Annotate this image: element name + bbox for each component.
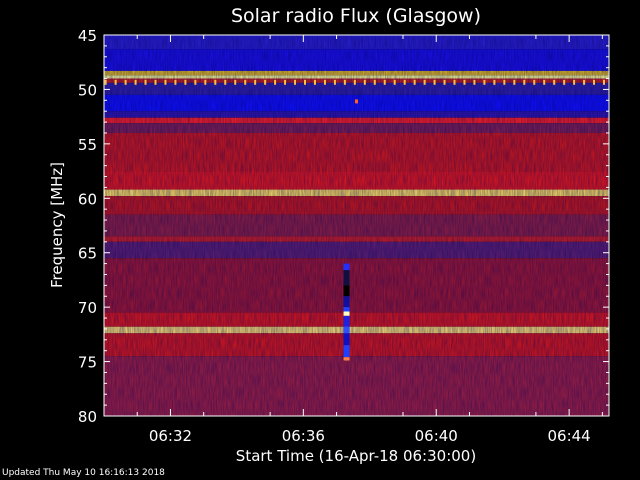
y-tick-label-5: 70 xyxy=(78,299,97,317)
marker-7 xyxy=(174,79,177,85)
plot-frame xyxy=(103,34,610,417)
marker-42 xyxy=(523,79,526,85)
plot-area xyxy=(104,35,609,416)
marker-16 xyxy=(264,79,267,85)
marker-6 xyxy=(164,79,167,85)
marker-27 xyxy=(373,79,376,85)
marker-17 xyxy=(274,79,277,85)
marker-48 xyxy=(583,79,586,85)
marker-24 xyxy=(343,79,346,85)
marker-21 xyxy=(313,79,316,85)
burst-segment-5 xyxy=(343,311,350,316)
marker-23 xyxy=(333,79,336,85)
marker-10 xyxy=(204,79,207,85)
marker-49 xyxy=(593,79,596,85)
burst-segment-4 xyxy=(343,307,350,312)
y-tick-label-3: 60 xyxy=(78,190,97,208)
updated-timestamp: Updated Thu May 10 16:16:13 2018 xyxy=(2,468,165,478)
marker-20 xyxy=(304,79,307,85)
y-tick-label-4: 65 xyxy=(78,245,97,263)
marker-46 xyxy=(563,79,566,85)
burst-segment-0 xyxy=(343,263,350,271)
marker-29 xyxy=(393,79,396,85)
noise-texture xyxy=(104,35,609,416)
marker-11 xyxy=(214,79,217,85)
x-tick-label-1: 06:36 xyxy=(282,427,325,445)
marker-36 xyxy=(463,79,466,85)
y-tick-label-1: 50 xyxy=(78,81,97,99)
marker-18 xyxy=(284,79,287,85)
marker-35 xyxy=(453,79,456,85)
marker-34 xyxy=(443,79,446,85)
y-tick-label-7: 80 xyxy=(78,408,97,426)
marker-3 xyxy=(134,79,137,85)
marker-38 xyxy=(483,79,486,85)
marker-19 xyxy=(294,79,297,85)
marker-28 xyxy=(383,79,386,85)
marker-43 xyxy=(533,79,536,85)
marker-45 xyxy=(553,79,556,85)
marker-39 xyxy=(493,79,496,85)
burst-segment-3 xyxy=(343,296,350,308)
y-tick-label-0: 45 xyxy=(78,27,97,45)
marker-5 xyxy=(154,79,157,85)
y-tick-label-2: 55 xyxy=(78,136,97,154)
marker-47 xyxy=(573,79,576,85)
chart-title: Solar radio Flux (Glasgow) xyxy=(231,5,481,27)
burst-segment-10 xyxy=(343,357,350,361)
burst-segment-2 xyxy=(343,285,350,297)
marker-2 xyxy=(124,79,127,85)
burst-segment-6 xyxy=(343,315,350,327)
marker-32 xyxy=(423,79,426,85)
marker-4 xyxy=(144,79,147,85)
marker-41 xyxy=(513,79,516,85)
marker-50 xyxy=(603,79,606,85)
marker-44 xyxy=(543,79,546,85)
marker-1 xyxy=(114,79,117,85)
marker-12 xyxy=(224,79,227,85)
x-tick-label-0: 06:32 xyxy=(149,427,192,445)
marker-30 xyxy=(403,79,406,85)
marker-13 xyxy=(234,79,237,85)
marker-0 xyxy=(104,79,107,85)
marker-37 xyxy=(473,79,476,85)
x-tick-label-3: 06:44 xyxy=(548,427,591,445)
burst-segment-1 xyxy=(343,270,350,286)
x-axis-label: Start Time (16-Apr-18 06:30:00) xyxy=(236,447,476,465)
marker-14 xyxy=(244,79,247,85)
y-axis-label: Frequency [MHz] xyxy=(48,162,66,288)
marker-33 xyxy=(433,79,436,85)
burst-segment-9 xyxy=(343,345,350,358)
y-axis-ticks: 45 50 55 60 65 70 75 80 xyxy=(78,27,609,426)
periodic-marker-row xyxy=(104,79,606,85)
marker-40 xyxy=(503,79,506,85)
marker-25 xyxy=(353,79,356,85)
y-tick-label-6: 75 xyxy=(78,354,97,372)
burst-segment-8 xyxy=(343,333,350,346)
x-tick-label-2: 06:40 xyxy=(415,427,458,445)
marker-8 xyxy=(184,79,187,85)
marker-9 xyxy=(194,79,197,85)
marker-22 xyxy=(323,79,326,85)
marker-31 xyxy=(413,79,416,85)
x-axis-ticks: 06:32 06:36 06:40 06:44 xyxy=(136,35,603,445)
burst-segment-7 xyxy=(343,326,350,334)
marker-15 xyxy=(254,79,257,85)
burst-dot xyxy=(355,99,358,104)
marker-26 xyxy=(363,79,366,85)
radio-burst xyxy=(343,99,358,361)
